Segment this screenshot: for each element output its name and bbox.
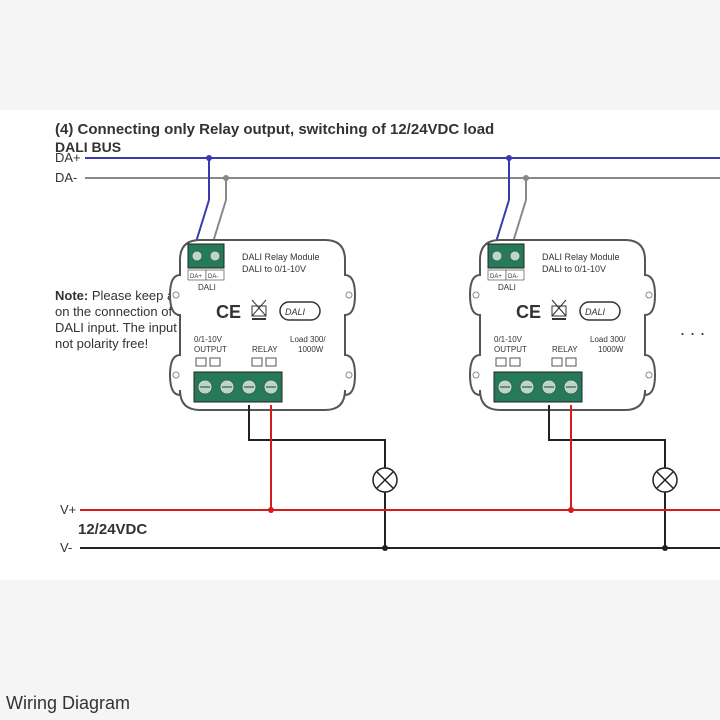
node1-gray <box>223 175 229 181</box>
m1-title1: DALI Relay Module <box>242 252 320 262</box>
drop2-gray-d <box>513 200 526 242</box>
m2-dali-logo-text: DALI <box>585 307 606 317</box>
da-minus-label: DA- <box>55 170 77 185</box>
m2-dali-label: DALI <box>498 283 516 292</box>
m2-da-minus: DA- <box>508 274 518 280</box>
drop1-gray-d <box>213 200 226 242</box>
m1-da-minus: DA- <box>208 274 218 280</box>
m2-load1: Load 300/ <box>590 335 626 344</box>
m2-relay: RELAY <box>552 345 578 354</box>
m2-load2: 1000W <box>598 345 624 354</box>
m1-ce-mark: CE <box>216 302 241 322</box>
m2-da-plus: DA+ <box>490 274 502 280</box>
m1-relay: RELAY <box>252 345 278 354</box>
m2-relay-out-black <box>549 405 665 468</box>
section-title: (4) Connecting only Relay output, switch… <box>55 121 494 138</box>
m1-load2: 1000W <box>298 345 324 354</box>
m2-title2: DALI to 0/1-10V <box>542 264 606 274</box>
drop1-blue-d <box>196 200 209 242</box>
node2-blue <box>506 155 512 161</box>
vminus-label: V- <box>60 540 72 555</box>
ellipsis: . . . <box>680 319 705 339</box>
m1-out2: OUTPUT <box>194 345 227 354</box>
m1-dali-logo-text: DALI <box>285 307 306 317</box>
note-line3: DALI input. The input is <box>55 320 190 335</box>
node1-blue <box>206 155 212 161</box>
relay-module-1: DA+ DA- DALI DALI Relay Module DALI to 0… <box>170 240 355 410</box>
caption: Wiring Diagram <box>6 693 130 714</box>
m1-da-plus: DA+ <box>190 274 202 280</box>
m1-out1: 0/1-10V <box>194 335 223 344</box>
m2-out2: OUTPUT <box>494 345 527 354</box>
da-plus-label: DA+ <box>55 150 81 165</box>
m2-ce-mark: CE <box>516 302 541 322</box>
vplus-label: V+ <box>60 502 76 517</box>
m1-dali-label: DALI <box>198 283 216 292</box>
relay-module-2: DA+ DA- DALI DALI Relay Module DALI to 0… <box>470 240 655 410</box>
wiring-diagram: (4) Connecting only Relay output, switch… <box>0 110 720 580</box>
note-line4: not polarity free! <box>55 336 148 351</box>
node2-gray <box>523 175 529 181</box>
m1-load1: Load 300/ <box>290 335 326 344</box>
supply-label: 12/24VDC <box>78 521 147 538</box>
m1-relay-out-black <box>249 405 385 468</box>
m1-title2: DALI to 0/1-10V <box>242 264 306 274</box>
drop2-blue-d <box>496 200 509 242</box>
m2-title1: DALI Relay Module <box>542 252 620 262</box>
m2-out1: 0/1-10V <box>494 335 523 344</box>
diagram-svg: (4) Connecting only Relay output, switch… <box>0 110 720 580</box>
